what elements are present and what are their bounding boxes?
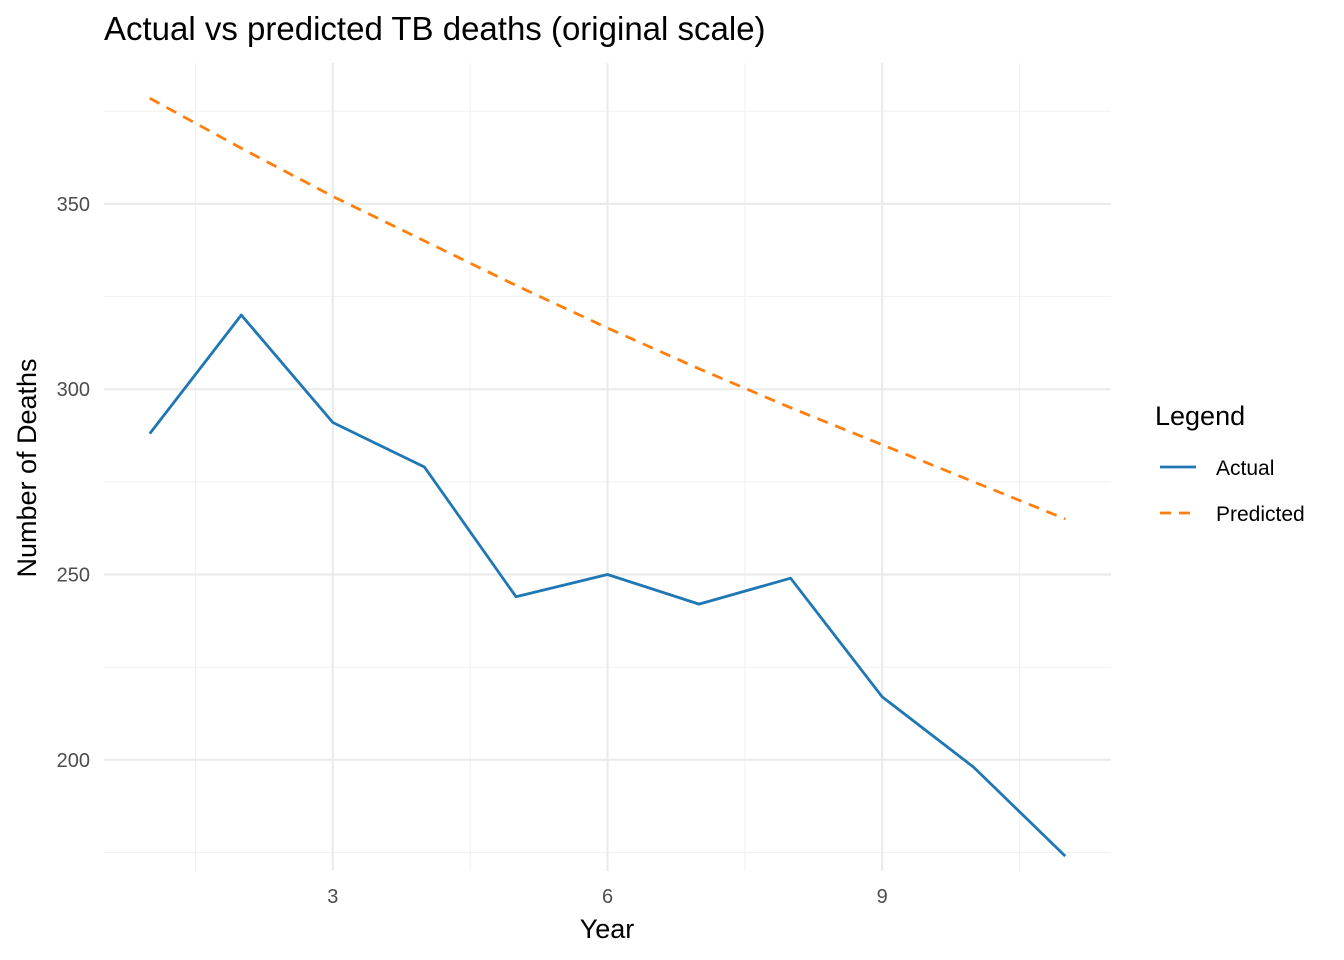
y-tick-label: 250 [57, 564, 90, 586]
y-tick-label: 300 [57, 379, 90, 401]
y-axis-tick-labels: 200 250 300 350 [57, 194, 90, 772]
legend-items: Actual Predicted [1160, 457, 1305, 526]
chart-title: Actual vs predicted TB deaths (original … [104, 10, 766, 47]
y-tick-label: 200 [57, 750, 90, 772]
y-axis-title: Number of Deaths [12, 358, 42, 577]
legend-label-predicted: Predicted [1216, 503, 1305, 526]
series-line-predicted [149, 96, 1066, 521]
series-line-actual [148, 313, 1067, 858]
major-gridlines [104, 63, 1111, 871]
series-lines [148, 96, 1067, 858]
legend-title: Legend [1155, 401, 1245, 431]
x-axis-title: Year [580, 914, 635, 944]
y-tick-label: 350 [57, 194, 90, 216]
x-tick-label: 6 [602, 886, 613, 908]
x-tick-label: 9 [877, 886, 888, 908]
legend: Legend Actual Predicted [1155, 401, 1305, 526]
legend-label-actual: Actual [1216, 457, 1274, 480]
x-tick-label: 3 [327, 886, 338, 908]
x-axis-tick-labels: 3 6 9 [327, 886, 887, 908]
